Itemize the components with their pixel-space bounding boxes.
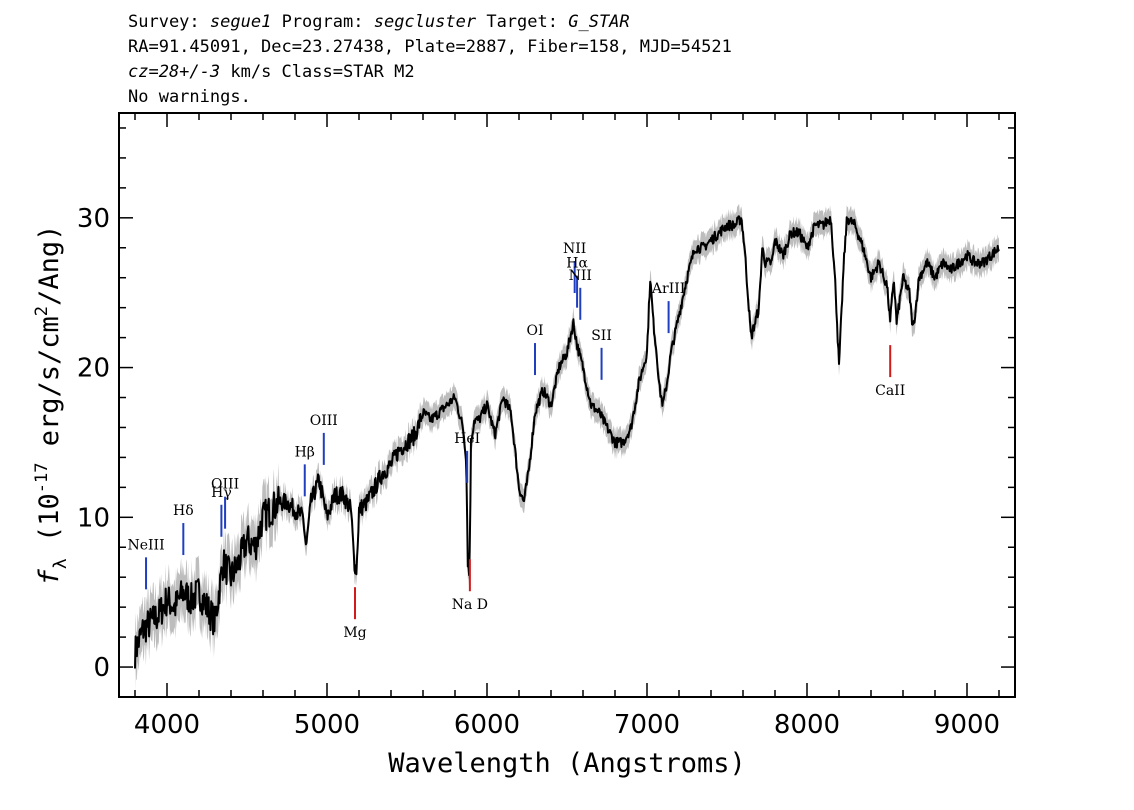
plot-frame [118,112,1016,698]
spectral-line-OI: OI [526,323,544,376]
x-axis-title: Wavelength (Angstroms) [388,748,746,779]
class-text: km/s Class=STAR M2 [220,62,415,82]
target-label: Target: [486,12,558,32]
spectral-line-Hγ: Hγ [211,485,232,537]
spectral-line-label: Hβ [295,444,315,460]
spectral-line-NII: NII [563,241,586,294]
spectral-line-NII: NII [569,268,592,320]
spectral-line-label: OI [526,323,543,339]
spectral-line-label: HeI [454,431,480,447]
x-tick-label: 5000 [294,710,360,740]
header-line-4: No warnings. [128,87,251,107]
spectral-line-Na-D: Na D [452,559,488,613]
spectral-line-label: Hγ [211,485,232,501]
header-line-2: RA=91.45091, Dec=23.27438, Plate=2887, F… [128,37,732,57]
flux-layer [134,215,1000,669]
spectral-line-label: ArIII [651,281,685,297]
spectral-line-label: NII [569,268,592,284]
spectral-line-label: Hδ [173,503,194,519]
spectral-line-label: CaII [875,383,905,399]
error-band-layer [135,204,999,693]
x-tick-label: 8000 [774,710,840,740]
header-line-3: cz=28+/-3 km/s Class=STAR M2 [128,61,415,83]
spectral-line-label: OIII [310,413,338,429]
spectral-line-CaII: CaII [875,345,905,399]
y-tick-label: 10 [77,503,110,533]
spectral-line-label: Hα [566,256,588,272]
error-band [135,204,999,693]
spectral-line-ArIII: ArIII [651,281,685,334]
spectral-line-label: SII [591,328,612,344]
y-tick-label: 20 [77,354,110,384]
y-tick-label: 30 [77,204,110,234]
program-value: segcluster [373,12,477,32]
x-tick-label: 7000 [614,710,680,740]
spectral-line-Hδ: Hδ [173,503,194,556]
target-value: G_STAR [568,12,630,32]
spectral-line-HeI: HeI [454,431,480,483]
header-line-1: Survey: segue1 Program: segcluster Targe… [128,11,630,33]
spectral-line-OIII: OIII [211,477,239,529]
spectral-line-label: NeIII [127,537,164,553]
flux-line [134,215,1000,669]
survey-value: segue1 [209,12,272,32]
spectral-line-label: NII [563,241,586,257]
spectral-line-Hα: Hα [566,256,588,308]
spectral-line-OIII: OIII [310,413,338,465]
y-tick-label: 0 [93,653,110,683]
spectral-line-NeIII: NeIII [127,537,165,590]
spectral-line-Hβ: Hβ [295,444,315,497]
y-axis-title: fλ (10-17 erg/s/cm2/Ang) [32,225,71,586]
spectral-line-SII: SII [591,328,612,380]
spectral-line-Mg: Mg [343,587,367,641]
spectral-line-label: Na D [452,597,488,613]
spectral-line-label: OIII [211,477,239,493]
spectral-line-label: Mg [343,625,366,641]
program-label: Program: [281,12,364,32]
x-tick-label: 9000 [934,710,1000,740]
x-tick-label: 4000 [134,710,200,740]
survey-label: Survey: [128,12,200,32]
x-tick-label: 6000 [454,710,520,740]
axes-layer: 4000 5000 6000 7000 8000 9000 0 10 20 30 [77,113,1015,740]
cz-value: cz=28+/-3 [128,62,221,82]
